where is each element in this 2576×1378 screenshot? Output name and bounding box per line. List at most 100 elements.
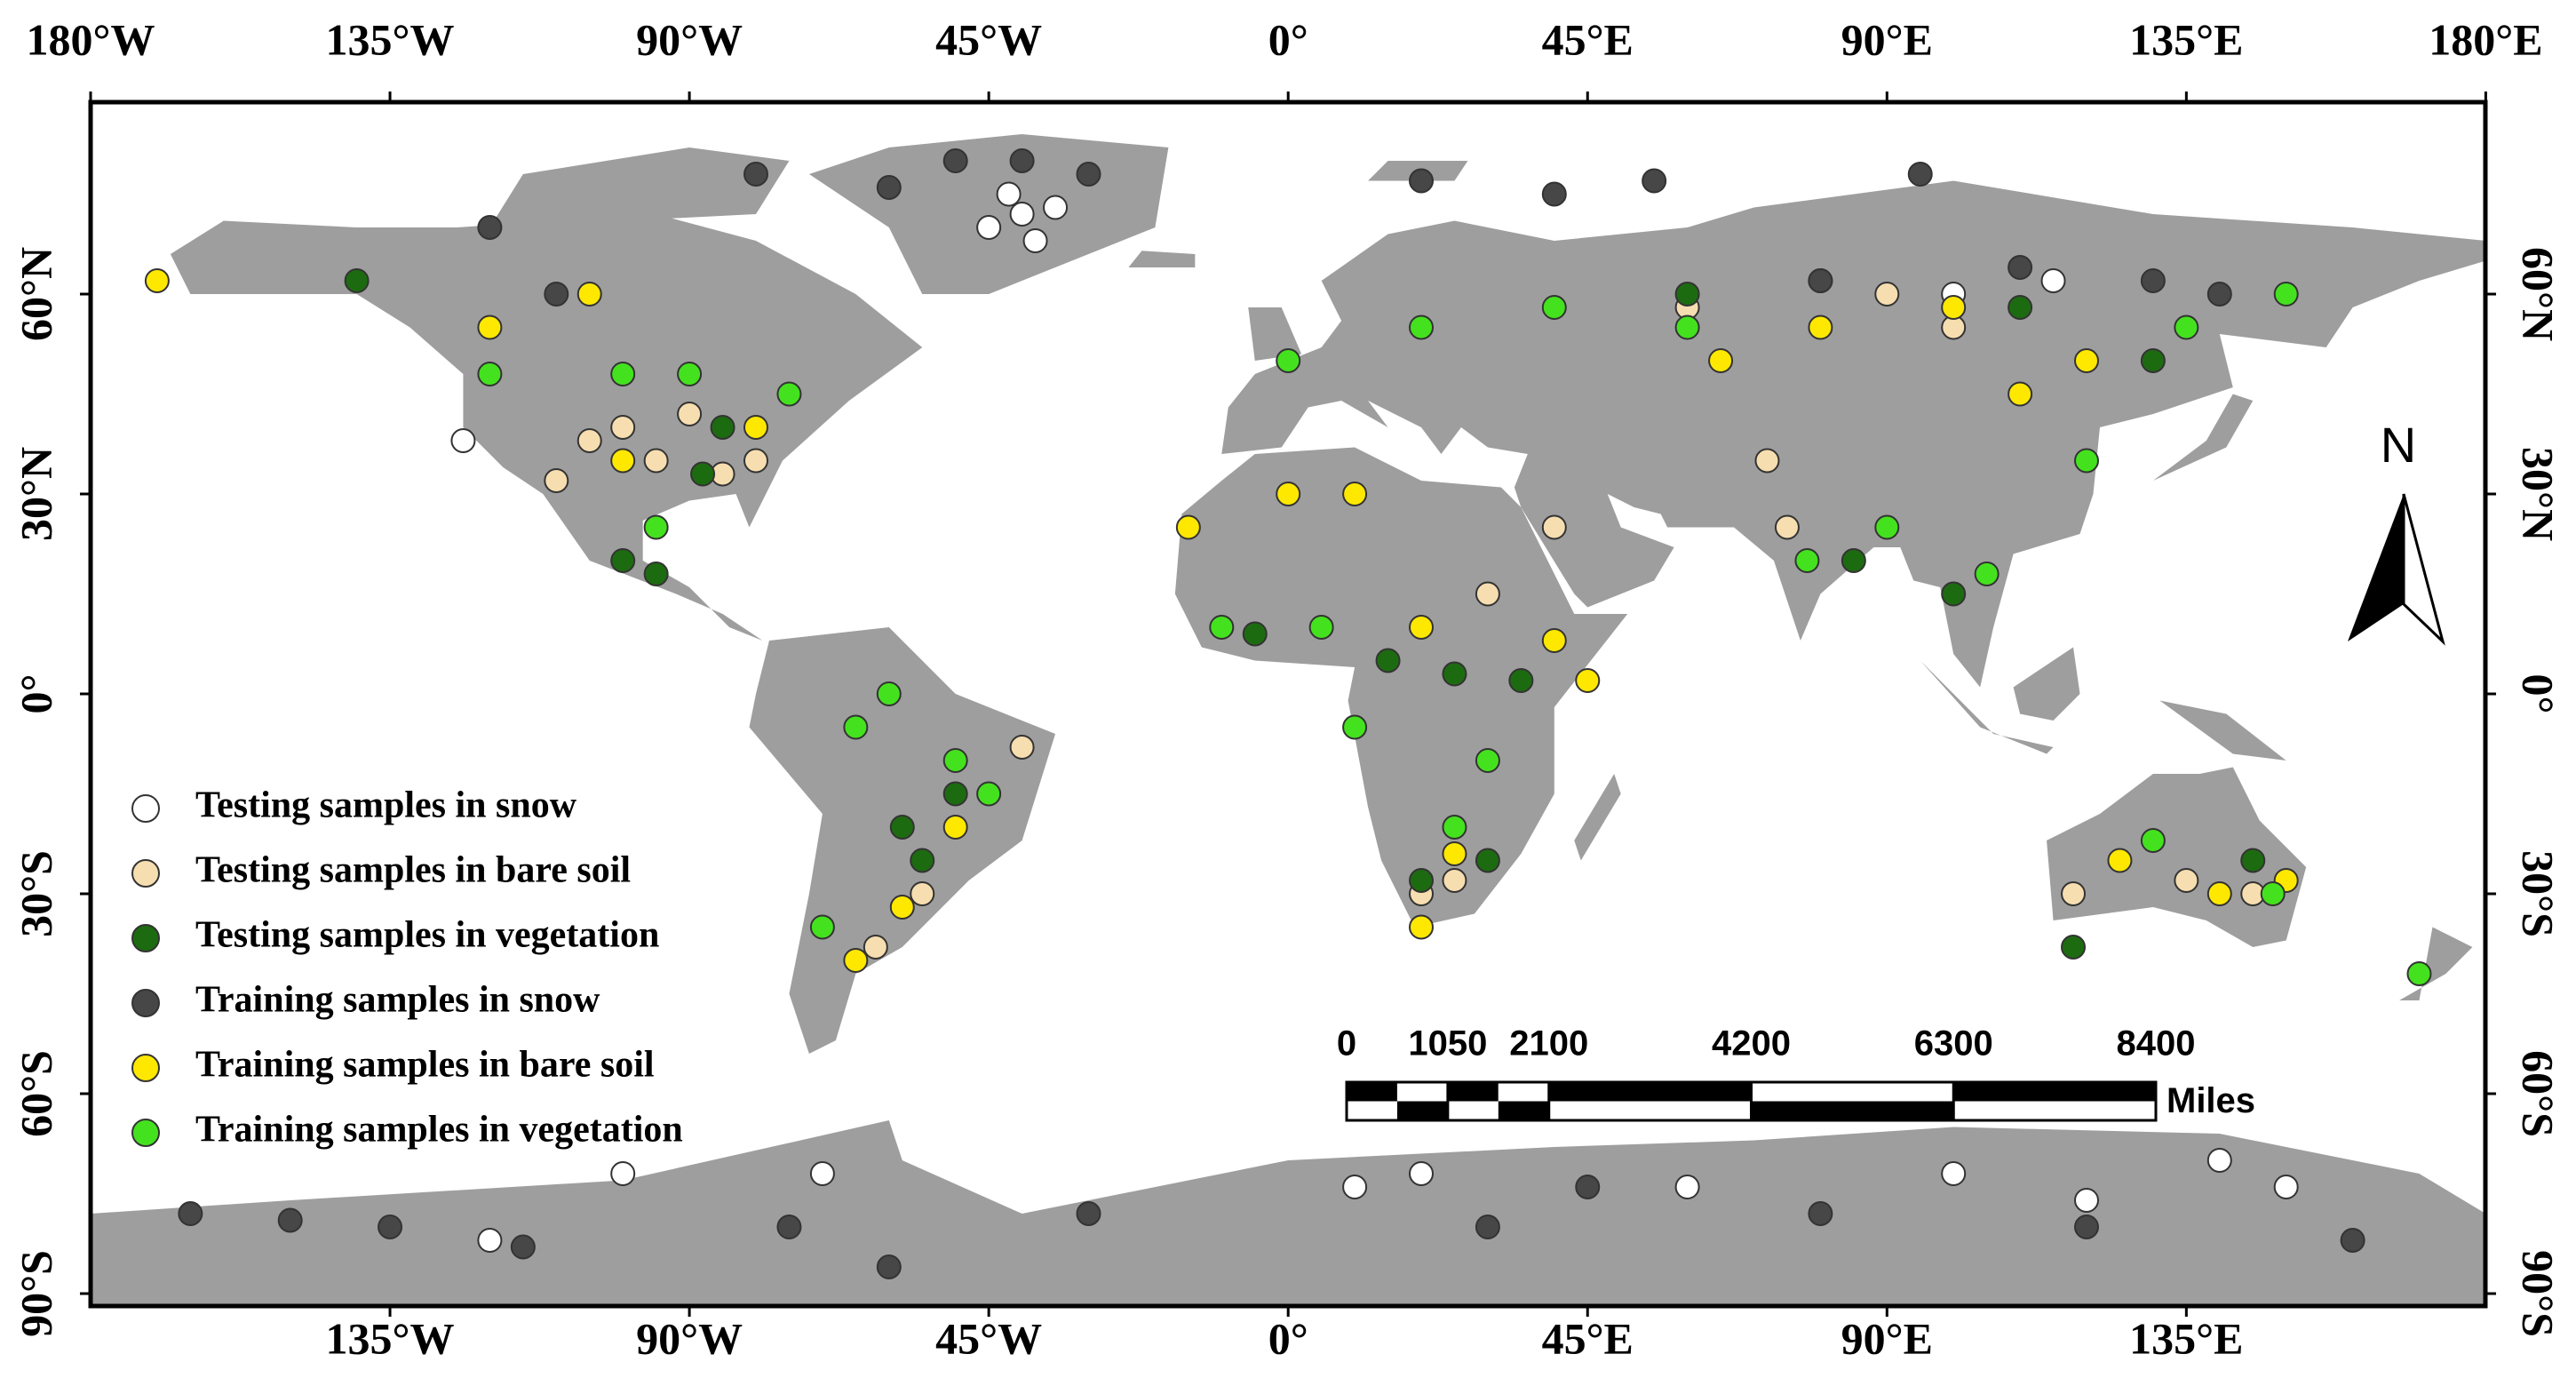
sample-point <box>1674 315 1700 340</box>
lat-label-left: 60°S <box>11 1050 60 1137</box>
sample-point <box>1475 748 1500 773</box>
lat-label-left: 60°N <box>11 247 60 341</box>
sample-point <box>1808 1201 1833 1226</box>
sample-point <box>2273 282 2299 307</box>
australia <box>2047 767 2307 947</box>
sample-point <box>1541 628 1567 653</box>
land-layer <box>91 134 2485 1306</box>
sample-point <box>1342 1175 1368 1199</box>
sample-point <box>1342 482 1368 506</box>
sample-point <box>2140 828 2166 853</box>
scale-unit: Miles <box>2167 1081 2255 1120</box>
sample-point <box>1508 668 1534 693</box>
lon-label-top: 0° <box>1268 14 1308 64</box>
sample-point <box>1642 168 1667 194</box>
sample-point <box>1409 615 1434 640</box>
graticule-labels: 180°W 135°W 90°W 45°W 0° 45°E 90°E 135°E 180°E 13… <box>11 14 2563 1363</box>
africa <box>1174 447 1628 928</box>
north-arrow-right <box>2402 493 2445 646</box>
sample-point <box>1541 514 1567 540</box>
lon-label-top: 135°E <box>2129 14 2243 64</box>
lat-label-left: 0° <box>11 674 60 714</box>
sample-point <box>843 948 869 973</box>
sample-point <box>1774 514 1800 540</box>
legend-swatch <box>131 989 160 1017</box>
scale-label: 6300 <box>1914 1024 1993 1063</box>
sample-point <box>277 1207 303 1233</box>
sample-point <box>643 562 669 586</box>
sample-point <box>1409 315 1434 340</box>
sample-point <box>1209 615 1235 640</box>
sample-point <box>863 935 888 960</box>
sample-point <box>710 415 735 440</box>
lat-label-right: 30°S <box>2514 850 2564 937</box>
sample-point <box>1708 348 1734 373</box>
sample-point <box>144 268 170 293</box>
sample-point <box>1022 228 1048 253</box>
sample-point <box>2260 881 2286 906</box>
sample-point <box>610 362 636 386</box>
sumatra-java <box>1920 660 2054 754</box>
sample-point <box>1009 148 1035 173</box>
sample-point <box>942 815 968 840</box>
sample-point <box>1475 581 1500 607</box>
lat-label-left: 90°S <box>11 1250 60 1337</box>
sample-point <box>378 1215 403 1239</box>
scale-segment <box>1953 1101 2156 1120</box>
sample-point <box>889 895 915 920</box>
britain <box>1248 307 1302 361</box>
sample-point <box>1442 868 1467 893</box>
legend-swatch <box>131 859 160 888</box>
sample-point <box>876 1255 902 1279</box>
lon-label-bottom: 0° <box>1268 1313 1308 1363</box>
sample-point <box>477 215 503 240</box>
sample-point <box>450 428 476 453</box>
sample-point <box>1475 848 1500 873</box>
lon-label-top: 45°E <box>1542 14 1634 64</box>
sample-point <box>2340 1228 2365 1253</box>
sample-point <box>1175 514 1201 540</box>
sample-point <box>942 748 968 773</box>
scale-segment <box>1396 1101 1448 1120</box>
sample-point <box>477 315 503 340</box>
north-arrow-left <box>2348 494 2404 641</box>
sample-point <box>1375 648 1401 673</box>
scale-segment <box>1396 1082 1448 1102</box>
north-arrow: N <box>2348 417 2445 646</box>
sample-point <box>1575 1175 1601 1199</box>
sample-point <box>876 175 902 200</box>
sample-point <box>2107 848 2133 873</box>
sample-point <box>643 514 669 540</box>
lon-label-bottom: 135°W <box>326 1313 455 1363</box>
lon-label-top: 180°E <box>2429 14 2542 64</box>
sample-point <box>809 1161 835 1186</box>
sample-point <box>2008 255 2033 280</box>
sample-point <box>1541 295 1567 320</box>
sample-point <box>1841 548 1866 573</box>
legend: Testing samples in snow Testing samples i… <box>131 785 683 1151</box>
sample-point <box>2074 1188 2099 1213</box>
scale-segment <box>1447 1082 1499 1102</box>
sample-point <box>1874 282 1900 307</box>
sample-point <box>544 282 569 307</box>
scale-segment <box>1751 1101 1954 1120</box>
legend-label: Training samples in vegetation <box>195 1110 683 1151</box>
sample-point <box>876 681 902 706</box>
sample-point <box>1674 282 1700 307</box>
sample-point <box>1043 195 1069 220</box>
legend-swatch <box>131 924 160 952</box>
scale-segment <box>1498 1101 1549 1120</box>
new-zealand <box>2399 927 2473 1000</box>
sample-point <box>2061 881 2087 906</box>
sample-point <box>1575 668 1601 693</box>
sample-point <box>610 1161 636 1186</box>
sample-points <box>144 148 2432 1279</box>
sample-point <box>1754 448 1780 474</box>
sample-point <box>510 1234 536 1260</box>
lat-label-right: 30°N <box>2514 447 2564 541</box>
sample-point <box>910 848 935 873</box>
scale-label: 2100 <box>1509 1024 1588 1063</box>
lon-label-bottom: 135°E <box>2129 1313 2243 1363</box>
sample-point <box>1009 735 1035 760</box>
